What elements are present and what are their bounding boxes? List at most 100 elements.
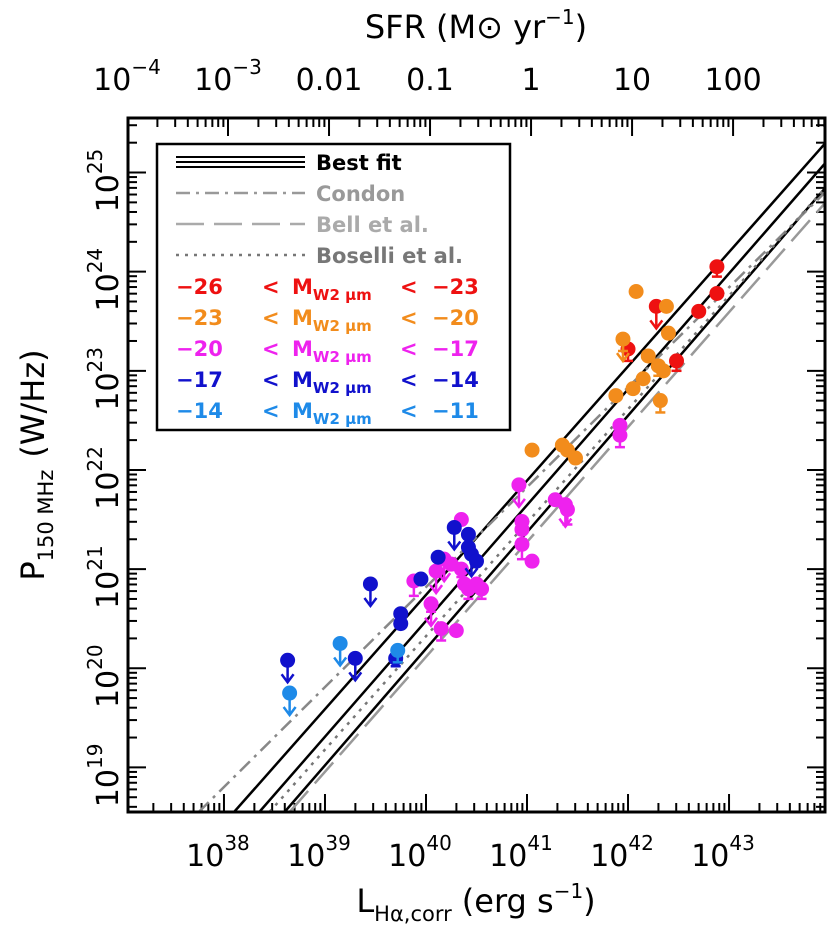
data-point xyxy=(640,348,656,364)
point-marker xyxy=(280,652,296,668)
upper-limit-arrow xyxy=(429,584,444,596)
point-marker xyxy=(524,553,540,569)
upper-limit-arrow xyxy=(615,352,630,364)
upper-limit-arrow xyxy=(280,673,295,685)
data-point xyxy=(652,393,668,414)
upper-limit-arrow xyxy=(333,656,348,668)
data-point xyxy=(635,371,651,387)
data-point xyxy=(567,450,583,466)
upper-limit-arrow xyxy=(558,517,573,529)
legend-box xyxy=(155,142,512,432)
point-marker xyxy=(362,576,378,592)
upper-limit-arrow xyxy=(649,319,664,331)
point-marker xyxy=(413,571,429,587)
upper-limit-arrow xyxy=(348,671,363,683)
data-point xyxy=(669,353,685,373)
top-tick-label: 10 xyxy=(613,63,651,98)
legend-label: Boselli et al. xyxy=(316,244,463,268)
point-marker xyxy=(428,563,444,579)
upper-limit-arrow xyxy=(464,567,479,579)
data-point xyxy=(393,616,409,632)
data-point xyxy=(280,652,296,685)
point-marker xyxy=(640,348,656,364)
legend-range-lt: < xyxy=(262,399,280,423)
plot-frame xyxy=(126,116,827,814)
y-tick-label: 1020 xyxy=(83,644,126,708)
y-tick-label: 1024 xyxy=(83,248,126,312)
y-tick-label: 1021 xyxy=(83,545,126,609)
legend-range-low: −14 xyxy=(176,399,223,423)
point-marker xyxy=(460,526,476,542)
data-point xyxy=(559,502,575,526)
line-best-fit xyxy=(258,161,825,812)
point-marker xyxy=(628,284,644,299)
data-point xyxy=(660,325,676,341)
y-axis-title: P150 MHz(W/Hz) xyxy=(14,349,58,580)
line-best-fit xyxy=(233,141,825,812)
top-axis-title: SFR (M⊙ yr−1) xyxy=(365,5,587,46)
data-point xyxy=(628,284,644,299)
legend-range-lt: < xyxy=(262,337,280,361)
y-tick-label: 1023 xyxy=(83,347,126,411)
legend-range-lt: < xyxy=(400,275,418,299)
data-points xyxy=(280,259,725,718)
point-marker xyxy=(559,502,575,518)
data-point xyxy=(625,381,641,397)
data-point xyxy=(469,553,484,569)
data-point xyxy=(446,519,462,552)
line-bell-et-al- xyxy=(288,201,825,812)
point-marker xyxy=(608,388,624,404)
point-marker xyxy=(347,650,363,666)
legend-label: Condon xyxy=(316,182,405,206)
legend-range-low: −20 xyxy=(176,337,223,361)
legend-range-lt: < xyxy=(262,275,280,299)
data-point xyxy=(612,427,628,449)
legend-range-mag: MW2 μm xyxy=(292,368,372,397)
point-marker xyxy=(453,561,469,577)
data-point xyxy=(428,563,444,596)
point-marker xyxy=(282,685,298,701)
y-tick-label: 1019 xyxy=(83,744,126,808)
point-marker xyxy=(709,285,725,301)
x-tick-label: 1043 xyxy=(691,831,755,874)
data-point xyxy=(448,623,464,639)
legend-range-mag: MW2 μm xyxy=(292,306,372,335)
data-point xyxy=(524,553,540,569)
x-tick-label: 1039 xyxy=(287,831,351,874)
data-point xyxy=(474,581,490,601)
point-marker xyxy=(514,521,530,537)
data-point xyxy=(460,526,476,542)
data-point xyxy=(608,388,624,404)
legend-range-high: −23 xyxy=(432,275,479,299)
data-point xyxy=(390,642,406,664)
top-tick-label: 0.01 xyxy=(296,63,363,98)
point-marker xyxy=(511,477,527,493)
point-marker xyxy=(655,363,671,379)
legend-range-high: −20 xyxy=(432,306,479,330)
point-marker xyxy=(524,442,540,458)
legend-label: Best fit xyxy=(316,151,402,175)
data-point xyxy=(691,303,707,319)
upper-limit-arrow xyxy=(511,498,526,509)
point-marker xyxy=(433,621,449,637)
upper-limit-arrow xyxy=(447,540,462,552)
legend-range-high: −11 xyxy=(432,399,479,423)
point-marker xyxy=(332,635,348,651)
legend-range-mag: MW2 μm xyxy=(292,337,372,366)
upper-limit-arrow xyxy=(424,617,439,628)
legend-range-lt: < xyxy=(400,306,418,330)
x-tick-label: 1042 xyxy=(590,831,654,874)
data-point xyxy=(524,442,540,458)
top-tick-label: 10−4 xyxy=(93,55,161,98)
point-marker xyxy=(390,642,406,658)
data-point xyxy=(655,363,671,379)
upper-limit-arrow xyxy=(282,706,297,718)
point-marker xyxy=(691,303,707,319)
point-marker xyxy=(448,623,464,639)
data-point xyxy=(460,581,476,601)
data-point xyxy=(453,561,469,579)
top-tick-label: 1 xyxy=(522,63,541,98)
point-marker xyxy=(612,427,628,443)
tick-labels: 1038 1039 1040 1041 1042 1043 10−4 10−3 0.01 0.1 1… xyxy=(83,55,762,874)
